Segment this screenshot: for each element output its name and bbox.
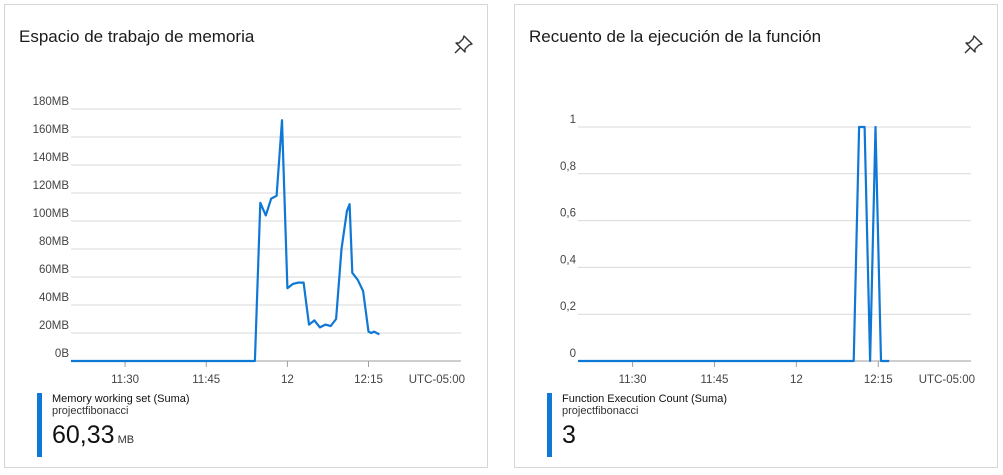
y-tick-label: 120MB bbox=[33, 180, 70, 192]
y-tick-label: 0,4 bbox=[560, 254, 577, 266]
x-tick-label: 12 bbox=[790, 374, 803, 386]
y-tick-label: 0,8 bbox=[560, 161, 576, 173]
tile-title: Espacio de trabajo de memoria bbox=[19, 27, 255, 46]
series-line[interactable] bbox=[578, 125, 890, 363]
function-execution-count-chart: 0 0,2 0,4 0,6 0,8 1 11:30 11:45 12 12:15 UTC-05:00 bbox=[560, 114, 975, 386]
legend-series-name: Function Execution Count (Suma) bbox=[562, 393, 728, 405]
legend-resource-name: projectfibonacci bbox=[562, 405, 639, 417]
y-tick-label: 0,2 bbox=[560, 301, 576, 313]
legend-summary-value: 60,33 MB bbox=[52, 420, 190, 450]
series-line[interactable] bbox=[71, 119, 380, 363]
timezone-label: UTC-05:00 bbox=[919, 374, 975, 386]
tile-title: Recuento de la ejecución de la función bbox=[529, 27, 822, 46]
x-tick-label: 12 bbox=[281, 374, 294, 386]
x-tick-label: 11:45 bbox=[192, 374, 220, 386]
chart-legend: Memory working set (Suma) projectfibonac… bbox=[37, 393, 190, 457]
y-tick-label: 60MB bbox=[39, 264, 69, 276]
legend-summary-value: 3 bbox=[562, 420, 727, 450]
chart-legend: Function Execution Count (Suma) projectf… bbox=[547, 393, 727, 457]
y-tick-label: 160MB bbox=[33, 124, 70, 136]
y-tick-label: 0,6 bbox=[560, 208, 576, 220]
y-tick-label: 20MB bbox=[39, 320, 69, 332]
pin-icon[interactable] bbox=[961, 33, 985, 57]
function-execution-count-tile[interactable]: 0 0,2 0,4 0,6 0,8 1 11:30 11:45 12 12:15 UTC-05:00… bbox=[514, 4, 998, 468]
y-tick-label: 80MB bbox=[39, 236, 69, 248]
memory-working-set-chart: 0B 20MB 40MB 60MB 80MB 100MB 120MB 140MB 160MB 18… bbox=[33, 96, 465, 386]
legend-resource-name: projectfibonacci bbox=[52, 405, 129, 417]
y-tick-label: 40MB bbox=[39, 292, 69, 304]
legend-value-unit: MB bbox=[117, 434, 135, 446]
x-tick-label: 11:30 bbox=[619, 374, 647, 386]
pin-icon[interactable] bbox=[451, 33, 475, 57]
timezone-label: UTC-05:00 bbox=[409, 374, 465, 386]
legend-series-name: Memory working set (Suma) bbox=[52, 393, 190, 405]
x-tick-label: 12:15 bbox=[354, 374, 383, 386]
memory-working-set-tile[interactable]: 0B 20MB 40MB 60MB 80MB 100MB 120MB 140MB 160MB 18… bbox=[4, 4, 488, 468]
y-tick-label: 1 bbox=[570, 114, 576, 126]
y-tick-label: 0B bbox=[55, 348, 69, 360]
legend-value-number: 3 bbox=[562, 421, 576, 449]
x-tick-label: 11:30 bbox=[111, 374, 139, 386]
y-tick-label: 180MB bbox=[33, 96, 70, 108]
y-tick-label: 0 bbox=[570, 348, 576, 360]
legend-value-number: 60,33 bbox=[52, 421, 115, 449]
x-tick-label: 12:15 bbox=[864, 374, 893, 386]
y-tick-label: 140MB bbox=[33, 152, 70, 164]
y-tick-label: 100MB bbox=[33, 208, 70, 220]
x-tick-label: 11:45 bbox=[701, 374, 729, 386]
